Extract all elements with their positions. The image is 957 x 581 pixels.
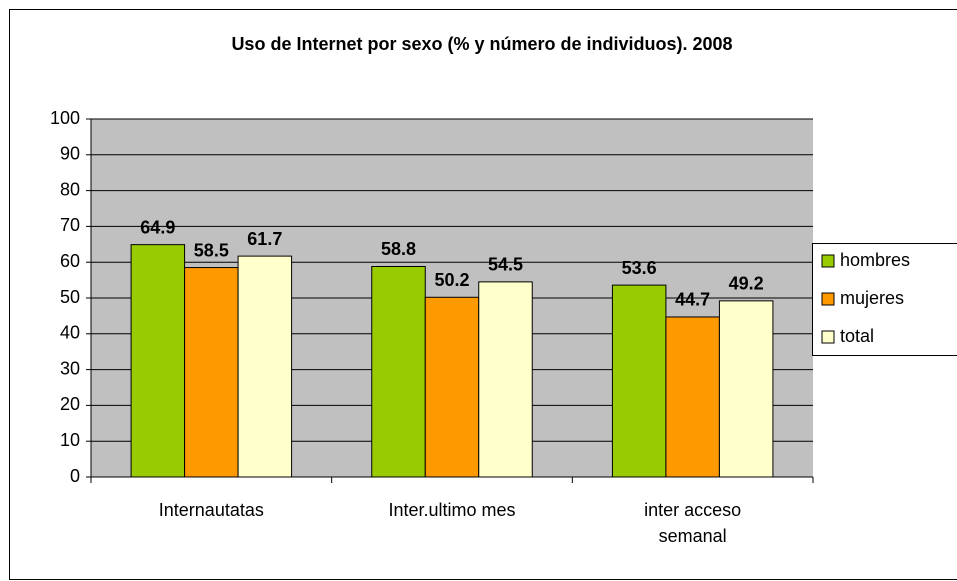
data-label: 54.5 [488,255,523,275]
bar [130,244,186,478]
data-label: 61.7 [247,229,282,249]
y-tick-label: 30 [60,358,80,378]
data-label: 58.5 [194,240,229,260]
x-tick-label: Internautatas [158,500,264,520]
bar [478,281,533,478]
bar [718,300,774,478]
y-tick-label: 50 [60,287,80,307]
y-tick-label: 70 [60,215,80,235]
legend-box [812,243,957,356]
data-label: 53.6 [622,258,657,278]
legend-swatch [821,292,835,306]
legend-label: mujeres [840,288,904,308]
x-tick-label: Inter.ultimo mes [388,500,516,520]
y-tick-label: 20 [60,394,80,414]
legend-label: total [840,326,874,346]
legend-swatch [821,330,835,344]
bar [184,267,239,478]
y-tick-label: 10 [60,430,80,450]
y-tick-label: 60 [60,251,80,271]
data-label: 50.2 [434,270,469,290]
y-tick-label: 0 [70,466,80,486]
x-tick-label: inter acceso semanal [644,500,742,546]
bar [371,265,426,478]
data-label: 64.9 [140,217,175,237]
y-tick-label: 40 [60,323,80,343]
bar [424,296,480,478]
chart-title: Uso de Internet por sexo (% y número de … [231,34,732,54]
bar [611,284,667,478]
bar [237,255,293,478]
y-tick-label: 100 [50,108,80,128]
data-label: 58.8 [381,239,416,259]
y-tick-label: 90 [60,144,80,164]
legend-swatch [821,254,835,268]
data-label: 49.2 [729,274,764,294]
bar [665,316,720,478]
y-tick-label: 80 [60,179,80,199]
legend-label: hombres [840,250,910,270]
data-label: 44.7 [675,290,710,310]
